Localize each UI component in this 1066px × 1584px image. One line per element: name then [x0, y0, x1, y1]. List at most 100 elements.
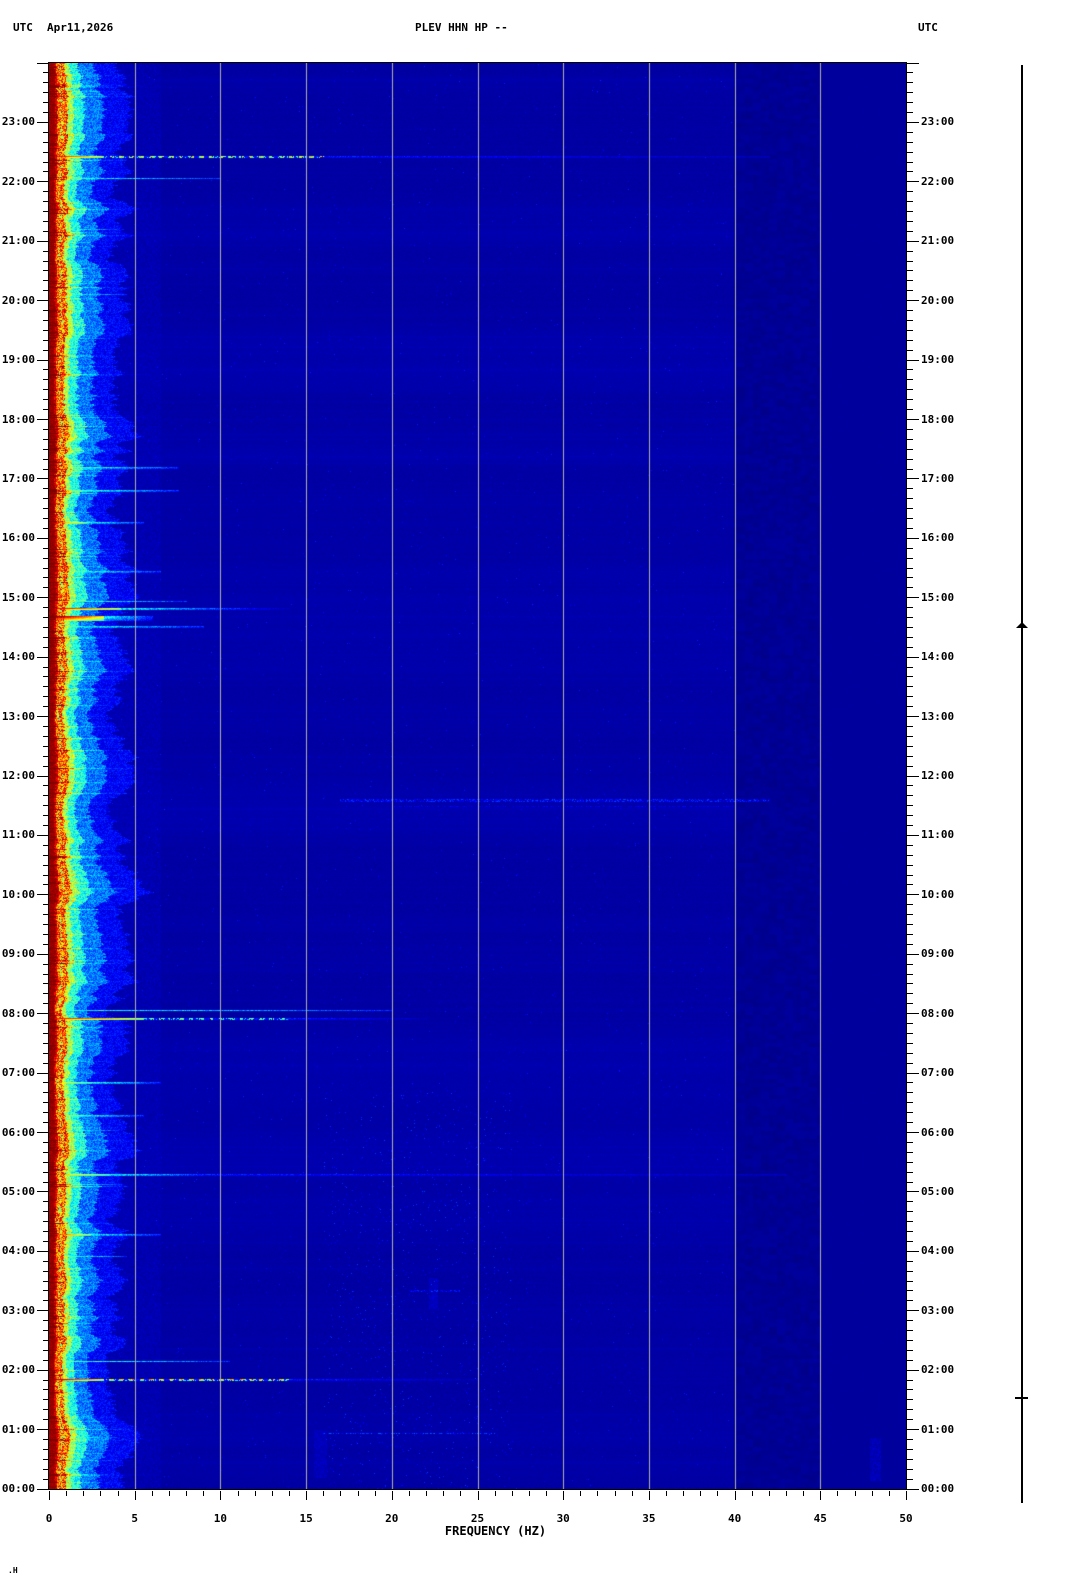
- x-axis-tick: [151, 1491, 153, 1496]
- y-axis-label-left: 02:00: [1, 1363, 35, 1377]
- y-axis-tick-right: [907, 1488, 919, 1490]
- y-axis-tick-right: [907, 260, 913, 262]
- y-axis-tick-left: [43, 1458, 49, 1460]
- date-label: Apr11,2026: [47, 21, 114, 34]
- y-axis-label-right: 03:00: [921, 1303, 955, 1317]
- y-axis-tick-left: [37, 1429, 49, 1431]
- y-axis-label-left: 04:00: [1, 1244, 35, 1258]
- y-axis-tick-right: [907, 1369, 919, 1371]
- y-axis-tick-left: [43, 1478, 49, 1480]
- y-axis-tick-left: [43, 577, 49, 579]
- y-axis-tick-right: [907, 1132, 919, 1133]
- y-axis-tick-right: [907, 1280, 913, 1282]
- x-axis-tick: [683, 1491, 685, 1496]
- y-axis-tick-left: [43, 844, 49, 846]
- y-axis-tick-left: [43, 1032, 49, 1034]
- y-axis-tick-left: [43, 943, 49, 945]
- y-axis-tick-right: [907, 577, 913, 579]
- y-axis-label-right: 09:00: [921, 947, 955, 961]
- y-axis-tick-right: [907, 1438, 913, 1440]
- x-axis-tick: [631, 1491, 633, 1496]
- y-axis-tick-right: [907, 438, 913, 440]
- y-axis-label-right: 08:00: [921, 1006, 955, 1020]
- y-axis-tick-left: [43, 131, 49, 133]
- y-axis-tick-left: [43, 1448, 49, 1450]
- y-axis-label-left: 21:00: [1, 234, 35, 248]
- y-axis-tick-right: [907, 498, 913, 500]
- y-axis-label-left: 11:00: [1, 828, 35, 842]
- corner-glyph: .H: [8, 1566, 18, 1575]
- y-axis-tick-right: [907, 211, 913, 213]
- y-axis-tick-left: [43, 1349, 49, 1351]
- y-axis-tick-right: [907, 141, 913, 143]
- y-axis-tick-left: [37, 62, 49, 64]
- y-axis-label-right: 02:00: [921, 1363, 955, 1377]
- y-axis-tick-right: [907, 617, 913, 619]
- y-axis-tick-right: [907, 933, 913, 935]
- y-axis-tick-right: [907, 1379, 913, 1381]
- x-axis-tick: [443, 1491, 445, 1496]
- y-axis-tick-left: [37, 1369, 49, 1371]
- y-axis-tick-left: [43, 914, 49, 916]
- y-axis-tick-left: [43, 102, 49, 104]
- y-axis-tick-right: [907, 755, 913, 757]
- y-axis-tick-left: [43, 1260, 49, 1262]
- y-axis-tick-right: [907, 527, 913, 529]
- y-axis-label-left: 14:00: [1, 650, 35, 664]
- x-axis-tick: [528, 1491, 530, 1496]
- y-axis-tick-left: [37, 834, 49, 836]
- y-axis-label-right: 17:00: [921, 471, 955, 485]
- x-axis-tick-label: 20: [385, 1512, 399, 1525]
- y-axis-tick-right: [907, 686, 913, 688]
- y-axis-tick-right: [907, 82, 913, 84]
- y-axis-tick-left: [43, 1290, 49, 1292]
- y-axis-tick-left: [43, 379, 49, 381]
- y-axis-tick-right: [907, 1072, 919, 1074]
- y-axis-tick-right: [907, 458, 913, 460]
- y-axis-tick-right: [907, 884, 913, 886]
- y-axis-tick-left: [43, 1102, 49, 1104]
- x-axis-tick: [203, 1491, 205, 1496]
- y-axis-tick-left: [37, 1072, 49, 1074]
- y-axis-label-left: 22:00: [1, 174, 35, 188]
- y-axis-tick-left: [43, 339, 49, 341]
- y-axis-tick-right: [907, 1250, 919, 1252]
- y-axis-tick-left: [43, 696, 49, 698]
- y-axis-tick-left: [43, 874, 49, 876]
- y-axis-tick-right: [907, 1231, 913, 1233]
- y-axis-tick-right: [907, 745, 913, 747]
- x-axis-tick: [66, 1491, 68, 1496]
- y-axis-tick-left: [43, 795, 49, 797]
- marker-bar-tick: [1015, 1396, 1028, 1399]
- y-axis-tick-left: [43, 626, 49, 628]
- y-axis-tick-right: [907, 488, 913, 490]
- y-axis-tick-left: [43, 428, 49, 430]
- y-axis-tick-left: [43, 280, 49, 282]
- y-axis-tick-right: [907, 943, 913, 945]
- x-axis-title: FREQUENCY (HZ): [444, 1524, 547, 1538]
- y-axis-tick-right: [907, 1240, 913, 1242]
- y-axis-tick-right: [907, 1290, 913, 1292]
- y-axis-tick-right: [907, 1201, 913, 1203]
- y-axis-tick-right: [907, 537, 919, 539]
- x-axis-tick: [700, 1491, 702, 1496]
- y-axis-label-right: 01:00: [921, 1422, 955, 1436]
- y-axis-tick-right: [907, 795, 913, 797]
- y-axis-tick-right: [907, 924, 913, 926]
- y-axis-tick-left: [43, 508, 49, 510]
- x-axis-tick: [100, 1491, 102, 1496]
- y-axis-tick-left: [43, 1399, 49, 1401]
- y-axis-label-left: 16:00: [1, 531, 35, 545]
- y-axis-tick-right: [907, 72, 913, 74]
- y-axis-tick-right: [907, 864, 913, 866]
- y-axis-tick-right: [907, 220, 913, 222]
- x-axis-tick: [854, 1491, 856, 1496]
- x-axis-tick: [340, 1491, 342, 1496]
- y-axis-tick-left: [43, 676, 49, 678]
- y-axis-label-left: 10:00: [1, 887, 35, 901]
- y-axis-tick-left: [43, 211, 49, 213]
- y-axis-tick-right: [907, 1458, 913, 1460]
- y-axis-tick-right: [907, 1330, 913, 1332]
- y-axis-tick-right: [907, 914, 913, 916]
- y-axis-label-right: 06:00: [921, 1125, 955, 1139]
